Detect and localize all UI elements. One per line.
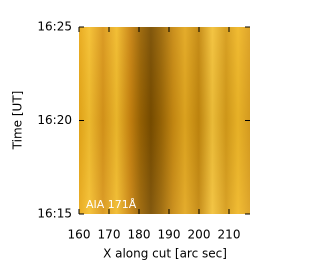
x-axis-label: X along cut [arc sec] — [103, 247, 227, 261]
x-tick-label: 210 — [218, 228, 241, 242]
x-tick-label: 190 — [158, 228, 181, 242]
x-tick-label: 200 — [188, 228, 211, 242]
image-shade — [79, 27, 250, 214]
chart: AIA 171Å X along cut [arc sec] Time [UT]… — [11, 20, 250, 261]
y-tick-label: 16:25 — [37, 20, 72, 34]
y-axis-label: Time [UT] — [11, 91, 25, 151]
annotation: AIA 171Å — [86, 198, 137, 211]
x-tick-label: 180 — [128, 228, 151, 242]
x-tick-label: 170 — [98, 228, 121, 242]
y-tick-label: 16:15 — [37, 207, 72, 221]
y-tick-label: 16:20 — [37, 113, 72, 127]
x-tick-label: 160 — [68, 228, 91, 242]
